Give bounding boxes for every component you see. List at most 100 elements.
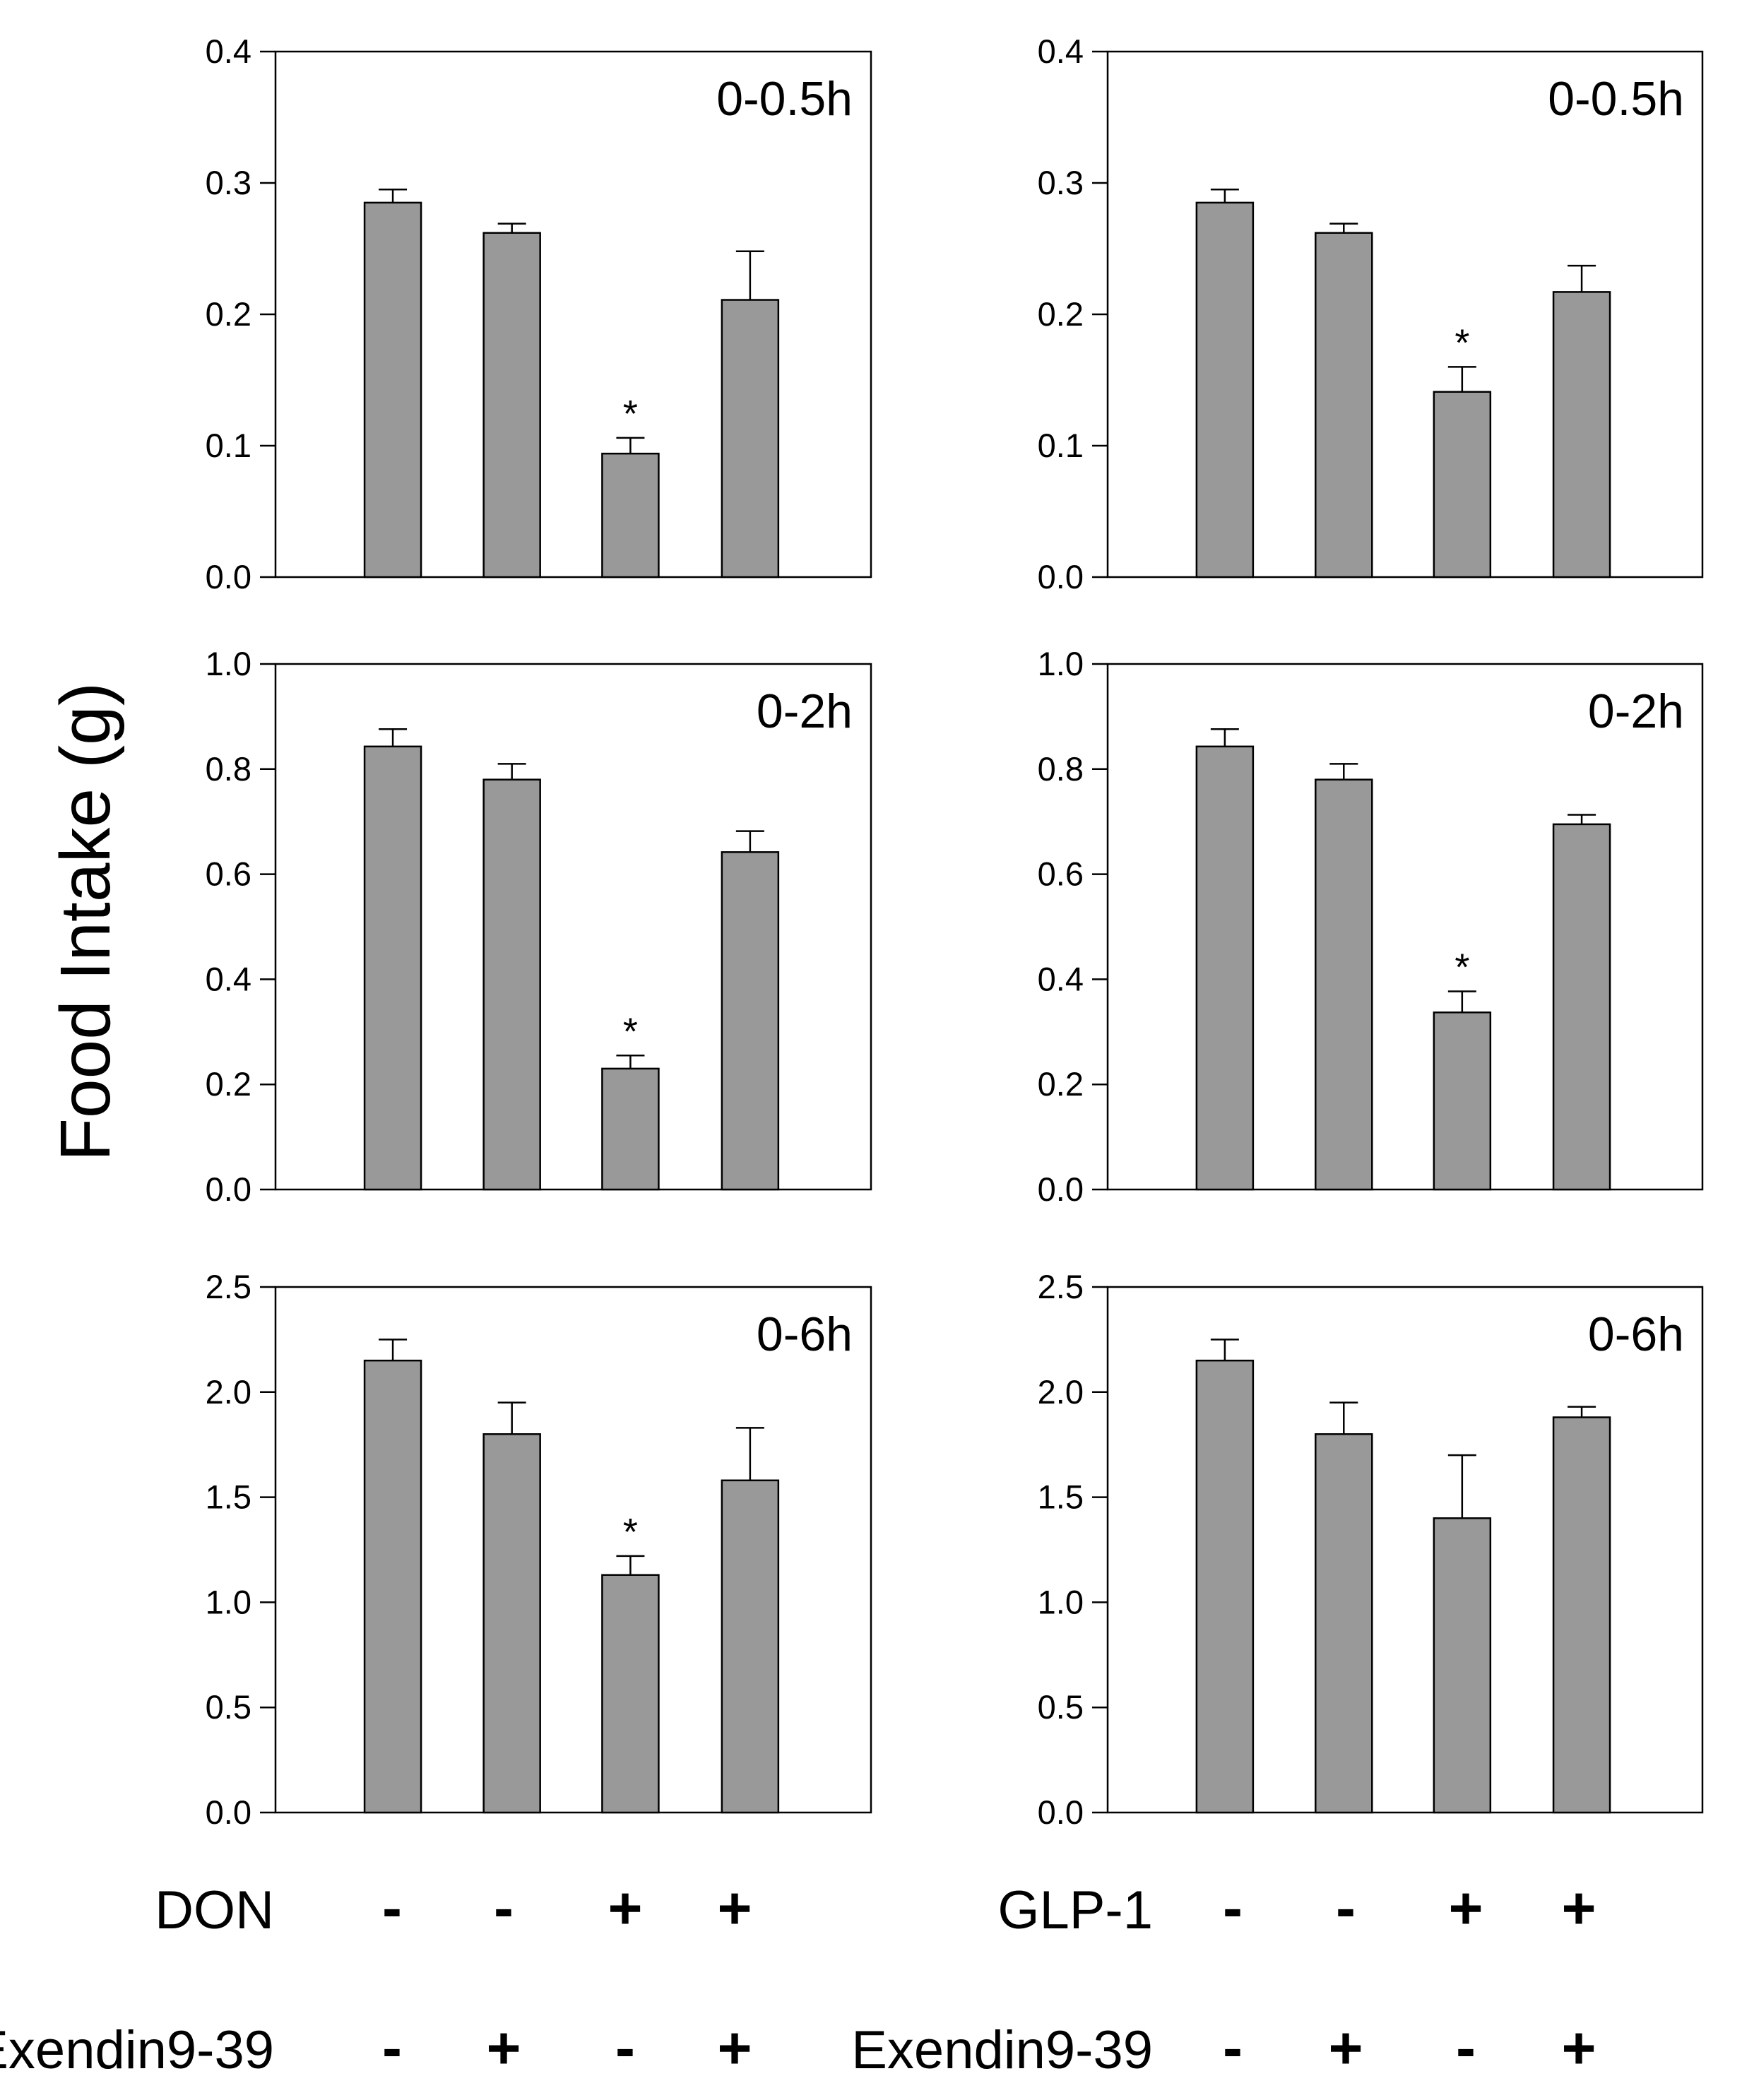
y-tick-label: 0.4 <box>206 960 251 997</box>
bar <box>1195 201 1255 579</box>
treatment-name: DON <box>155 1880 274 1940</box>
treatment-row-right: GLP-1 - - + + <box>997 1875 1596 1941</box>
bar <box>1315 232 1373 579</box>
treatment-name: GLP-1 <box>997 1880 1153 1940</box>
panel-time-label: 0-2h <box>1588 684 1684 738</box>
y-tick-label: 0.0 <box>206 1793 251 1831</box>
y-tick-label: 0.2 <box>1038 295 1084 333</box>
plus-sign: + <box>1561 2015 1596 2081</box>
bar <box>721 1479 780 1814</box>
panel-left-middle: 0.0 0.2 0.4 0.6 0.8 1.0 0-2h * <box>206 645 872 1208</box>
y-tick-label: 2.0 <box>1038 1373 1084 1411</box>
significance-marker: * <box>623 1010 638 1052</box>
bar <box>363 745 422 1191</box>
bar <box>482 1433 541 1814</box>
y-tick-label: 0.5 <box>206 1688 251 1726</box>
minus-sign: - <box>382 1875 402 1941</box>
minus-sign: - <box>615 2015 635 2081</box>
treatment-name: Exendin9-39 <box>0 2020 274 2080</box>
y-tick-label: 0.3 <box>206 164 251 201</box>
treatment-row-left: DON - - + + <box>155 1875 752 1941</box>
y-tick-label: 1.0 <box>206 645 251 682</box>
bar <box>1195 1359 1255 1814</box>
bar <box>482 232 541 579</box>
y-tick-label: 0.5 <box>1038 1688 1084 1726</box>
panel-left-top: 0.0 0.1 0.2 0.3 0.4 0-0.5h * <box>206 32 872 595</box>
plus-sign: + <box>1561 1875 1596 1941</box>
plus-sign: + <box>486 2015 521 2081</box>
treatment-row-right: Exendin9-39 - + - + <box>851 2015 1596 2081</box>
bar <box>721 851 780 1191</box>
panel-time-label: 0-6h <box>757 1307 853 1361</box>
significance-marker: * <box>1454 321 1469 364</box>
y-tick-label: 0.8 <box>206 750 251 788</box>
bar <box>721 299 780 579</box>
y-tick-label: 2.5 <box>206 1268 251 1305</box>
bar <box>1315 778 1373 1191</box>
minus-sign: - <box>1456 2015 1476 2081</box>
y-tick-label: 0.0 <box>1038 1793 1084 1831</box>
y-tick-label: 1.0 <box>1038 645 1084 682</box>
panel-right-top: 0.0 0.1 0.2 0.3 0.4 0-0.5h * <box>1038 32 1704 595</box>
y-tick-label: 0.0 <box>1038 558 1084 595</box>
bar <box>601 1067 660 1191</box>
minus-sign: - <box>1336 1875 1356 1941</box>
panel-time-label: 0-0.5h <box>1548 72 1684 126</box>
plus-sign: + <box>608 1875 642 1941</box>
minus-sign: - <box>382 2015 402 2081</box>
y-tick-label: 0.8 <box>1038 750 1084 788</box>
plot-frame <box>274 1286 872 1814</box>
significance-marker: * <box>1454 947 1469 989</box>
y-tick-label: 0.3 <box>1038 164 1084 201</box>
plot-frame <box>1106 1286 1704 1814</box>
panel-left-bottom: 0.0 0.5 1.0 1.5 2.0 2.5 0-6h * <box>206 1268 872 1831</box>
minus-sign: - <box>494 1875 514 1941</box>
significance-marker: * <box>623 1511 638 1553</box>
bar <box>363 1359 422 1814</box>
minus-sign: - <box>1223 1875 1243 1941</box>
y-tick-label: 1.5 <box>206 1478 251 1516</box>
bar <box>482 778 541 1191</box>
plot-frame <box>1106 663 1704 1191</box>
y-tick-label: 0.6 <box>206 855 251 893</box>
y-tick-label: 0.0 <box>206 1170 251 1208</box>
y-tick-label: 0.6 <box>1038 855 1084 893</box>
bar <box>1552 823 1611 1191</box>
y-tick-label: 0.0 <box>1038 1170 1084 1208</box>
y-tick-label: 0.1 <box>1038 427 1084 464</box>
bar <box>1552 291 1611 579</box>
minus-sign: - <box>1223 2015 1243 2081</box>
panel-right-middle: 0.0 0.2 0.4 0.6 0.8 1.0 0-2h * <box>1038 645 1704 1208</box>
y-axis-label: Food Intake (g) <box>46 682 125 1161</box>
plot-frame <box>274 663 872 1191</box>
panel-time-label: 0-6h <box>1588 1307 1684 1361</box>
y-tick-label: 0.2 <box>1038 1065 1084 1103</box>
plus-sign: + <box>717 2015 752 2081</box>
y-tick-label: 1.0 <box>1038 1583 1084 1620</box>
plus-sign: + <box>1448 1875 1483 1941</box>
y-tick-label: 0.2 <box>206 295 251 333</box>
treatment-name: Exendin9-39 <box>851 2020 1153 2080</box>
treatment-row-left: Exendin9-39 - + - + <box>0 2015 752 2081</box>
bar <box>363 201 422 579</box>
bar <box>1433 391 1492 579</box>
y-tick-label: 0.2 <box>206 1065 251 1103</box>
panel-time-label: 0-0.5h <box>716 72 853 126</box>
y-tick-label: 0.1 <box>206 427 251 464</box>
y-tick-label: 2.5 <box>1038 1268 1084 1305</box>
y-tick-label: 0.4 <box>1038 32 1084 70</box>
y-tick-label: 0.4 <box>206 32 251 70</box>
y-tick-label: 0.4 <box>1038 960 1084 997</box>
bar <box>601 1574 660 1814</box>
bar <box>1552 1416 1611 1814</box>
panel-time-label: 0-2h <box>757 684 853 738</box>
bar <box>601 452 660 579</box>
bar <box>1433 1012 1492 1191</box>
y-tick-label: 1.0 <box>206 1583 251 1620</box>
y-tick-label: 2.0 <box>206 1373 251 1411</box>
y-tick-label: 1.5 <box>1038 1478 1084 1516</box>
bar <box>1315 1433 1373 1814</box>
plus-sign: + <box>717 1875 752 1941</box>
plus-sign: + <box>1328 2015 1363 2081</box>
